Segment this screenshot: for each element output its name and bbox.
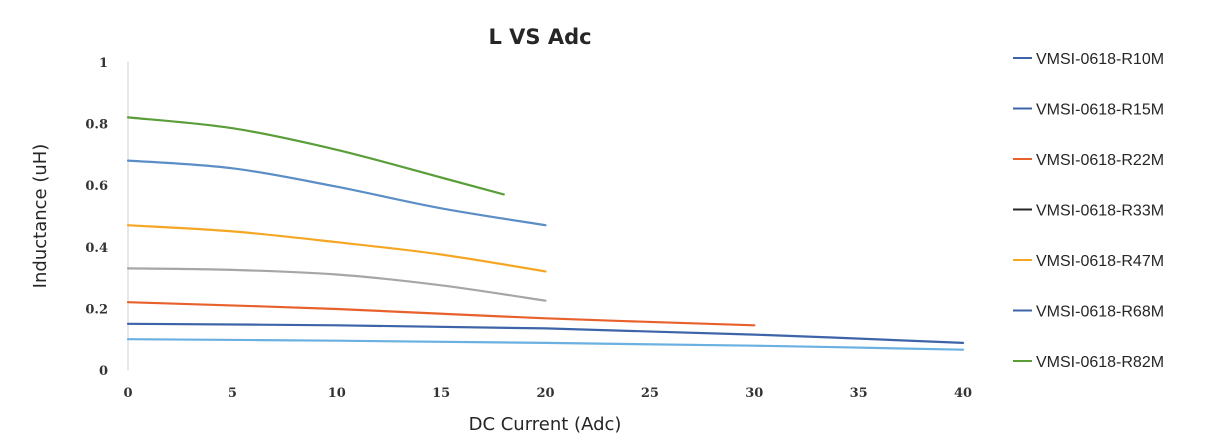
legend-label: VMSI-0618-R33M (1036, 203, 1164, 220)
x-tick-label: 20 (536, 386, 554, 401)
series-line-vmsi-0618-r15m (126, 322, 965, 344)
series-lines (126, 116, 965, 351)
legend-item: VMSI-0618-R10M (1013, 51, 1164, 68)
series-line-vmsi-0618-r47m (126, 224, 547, 273)
legend-item: VMSI-0618-R68M (1013, 304, 1164, 321)
y-tick-label: 0.6 (85, 179, 108, 194)
x-tick-label: 35 (850, 386, 868, 401)
x-axis-title: DC Current (Adc) (469, 414, 622, 435)
y-tick-label: 0.2 (85, 302, 108, 317)
series-line-vmsi-0618-r68m (126, 159, 547, 227)
y-tick-label: 1 (99, 56, 108, 71)
x-tick-label: 30 (745, 386, 763, 401)
series-line-vmsi-0618-r82m (126, 116, 505, 196)
x-tick-label: 5 (228, 386, 237, 401)
series-line-vmsi-0618-r10m (126, 338, 965, 351)
chart-title: L VS Adc (488, 25, 591, 49)
x-tick-label: 40 (954, 386, 972, 401)
legend-item: VMSI-0618-R22M (1013, 152, 1164, 169)
legend-label: VMSI-0618-R10M (1036, 51, 1164, 68)
legend: VMSI-0618-R10M VMSI-0618-R15M VMSI-0618-R2… (1013, 51, 1164, 371)
y-tick-label: 0.8 (85, 118, 108, 133)
legend-item: VMSI-0618-R47M (1013, 253, 1164, 270)
legend-label: VMSI-0618-R47M (1036, 253, 1164, 270)
legend-item: VMSI-0618-R33M (1013, 203, 1164, 220)
series-line-vmsi-0618-r22m (126, 301, 756, 327)
x-tick-label: 10 (328, 386, 346, 401)
legend-label: VMSI-0618-R82M (1036, 354, 1164, 371)
legend-item: VMSI-0618-R15M (1013, 102, 1164, 119)
legend-item: VMSI-0618-R82M (1013, 354, 1164, 371)
legend-label: VMSI-0618-R22M (1036, 152, 1164, 169)
y-axis-title: Inductance (uH) (30, 144, 51, 289)
series-line-vmsi-0618-r33m (126, 267, 547, 302)
x-tick-label: 0 (123, 386, 132, 401)
x-tick-label: 25 (641, 386, 659, 401)
x-tick-labels: 0 5 10 15 20 25 30 35 40 (123, 386, 972, 401)
y-tick-labels: 0 0.2 0.4 0.6 0.8 1 (85, 56, 108, 379)
legend-label: VMSI-0618-R68M (1036, 304, 1164, 321)
y-tick-label: 0 (99, 364, 108, 379)
y-tick-label: 0.4 (85, 241, 108, 256)
x-tick-label: 15 (432, 386, 450, 401)
legend-label: VMSI-0618-R15M (1036, 102, 1164, 119)
